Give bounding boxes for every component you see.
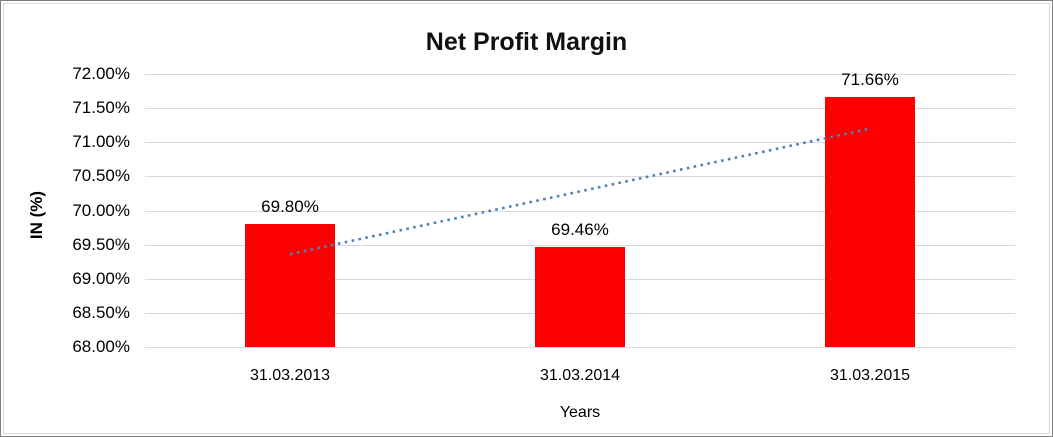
bar-31.03.2015 — [825, 97, 915, 347]
x-axis-category-label: 31.03.2013 — [249, 367, 331, 384]
y-axis-tick-label: 68.50% — [72, 302, 130, 322]
bar-31.03.2013 — [245, 224, 335, 347]
bar-31.03.2014 — [535, 247, 625, 347]
y-axis-tick-label: 71.00% — [72, 132, 130, 152]
trendline — [289, 127, 871, 256]
x-axis-category-label: 31.03.2015 — [829, 367, 911, 384]
bar-value-label: 69.46% — [551, 220, 609, 240]
chart-title: Net Profit Margin — [425, 28, 628, 56]
y-axis-tick-label: 69.50% — [72, 234, 130, 254]
chart-frame: Net Profit Margin IN (%) 68.00% 68.50% 69.… — [3, 3, 1050, 434]
y-axis-tick-label: 72.00% — [72, 64, 130, 83]
gridline — [145, 74, 1015, 75]
bar-value-label: 69.80% — [261, 197, 319, 217]
y-axis-tick-label: 70.00% — [72, 200, 130, 220]
gridline — [145, 244, 1015, 246]
gridline — [145, 108, 1015, 110]
y-axis-tick-label: 68.00% — [72, 337, 130, 356]
x-axis-title: Years — [559, 404, 601, 421]
gridline — [145, 347, 1015, 348]
y-axis-tick-label: 70.50% — [72, 166, 130, 186]
bar-value-label: 71.66% — [841, 70, 899, 90]
gridline — [145, 176, 1015, 178]
gridline — [145, 142, 1015, 144]
plot-area — [145, 74, 1015, 348]
y-axis-tick-label: 69.00% — [72, 268, 130, 288]
y-axis-tick-label: 71.50% — [72, 98, 130, 118]
gridline — [145, 210, 1015, 212]
x-axis-category-label: 31.03.2014 — [539, 367, 621, 384]
